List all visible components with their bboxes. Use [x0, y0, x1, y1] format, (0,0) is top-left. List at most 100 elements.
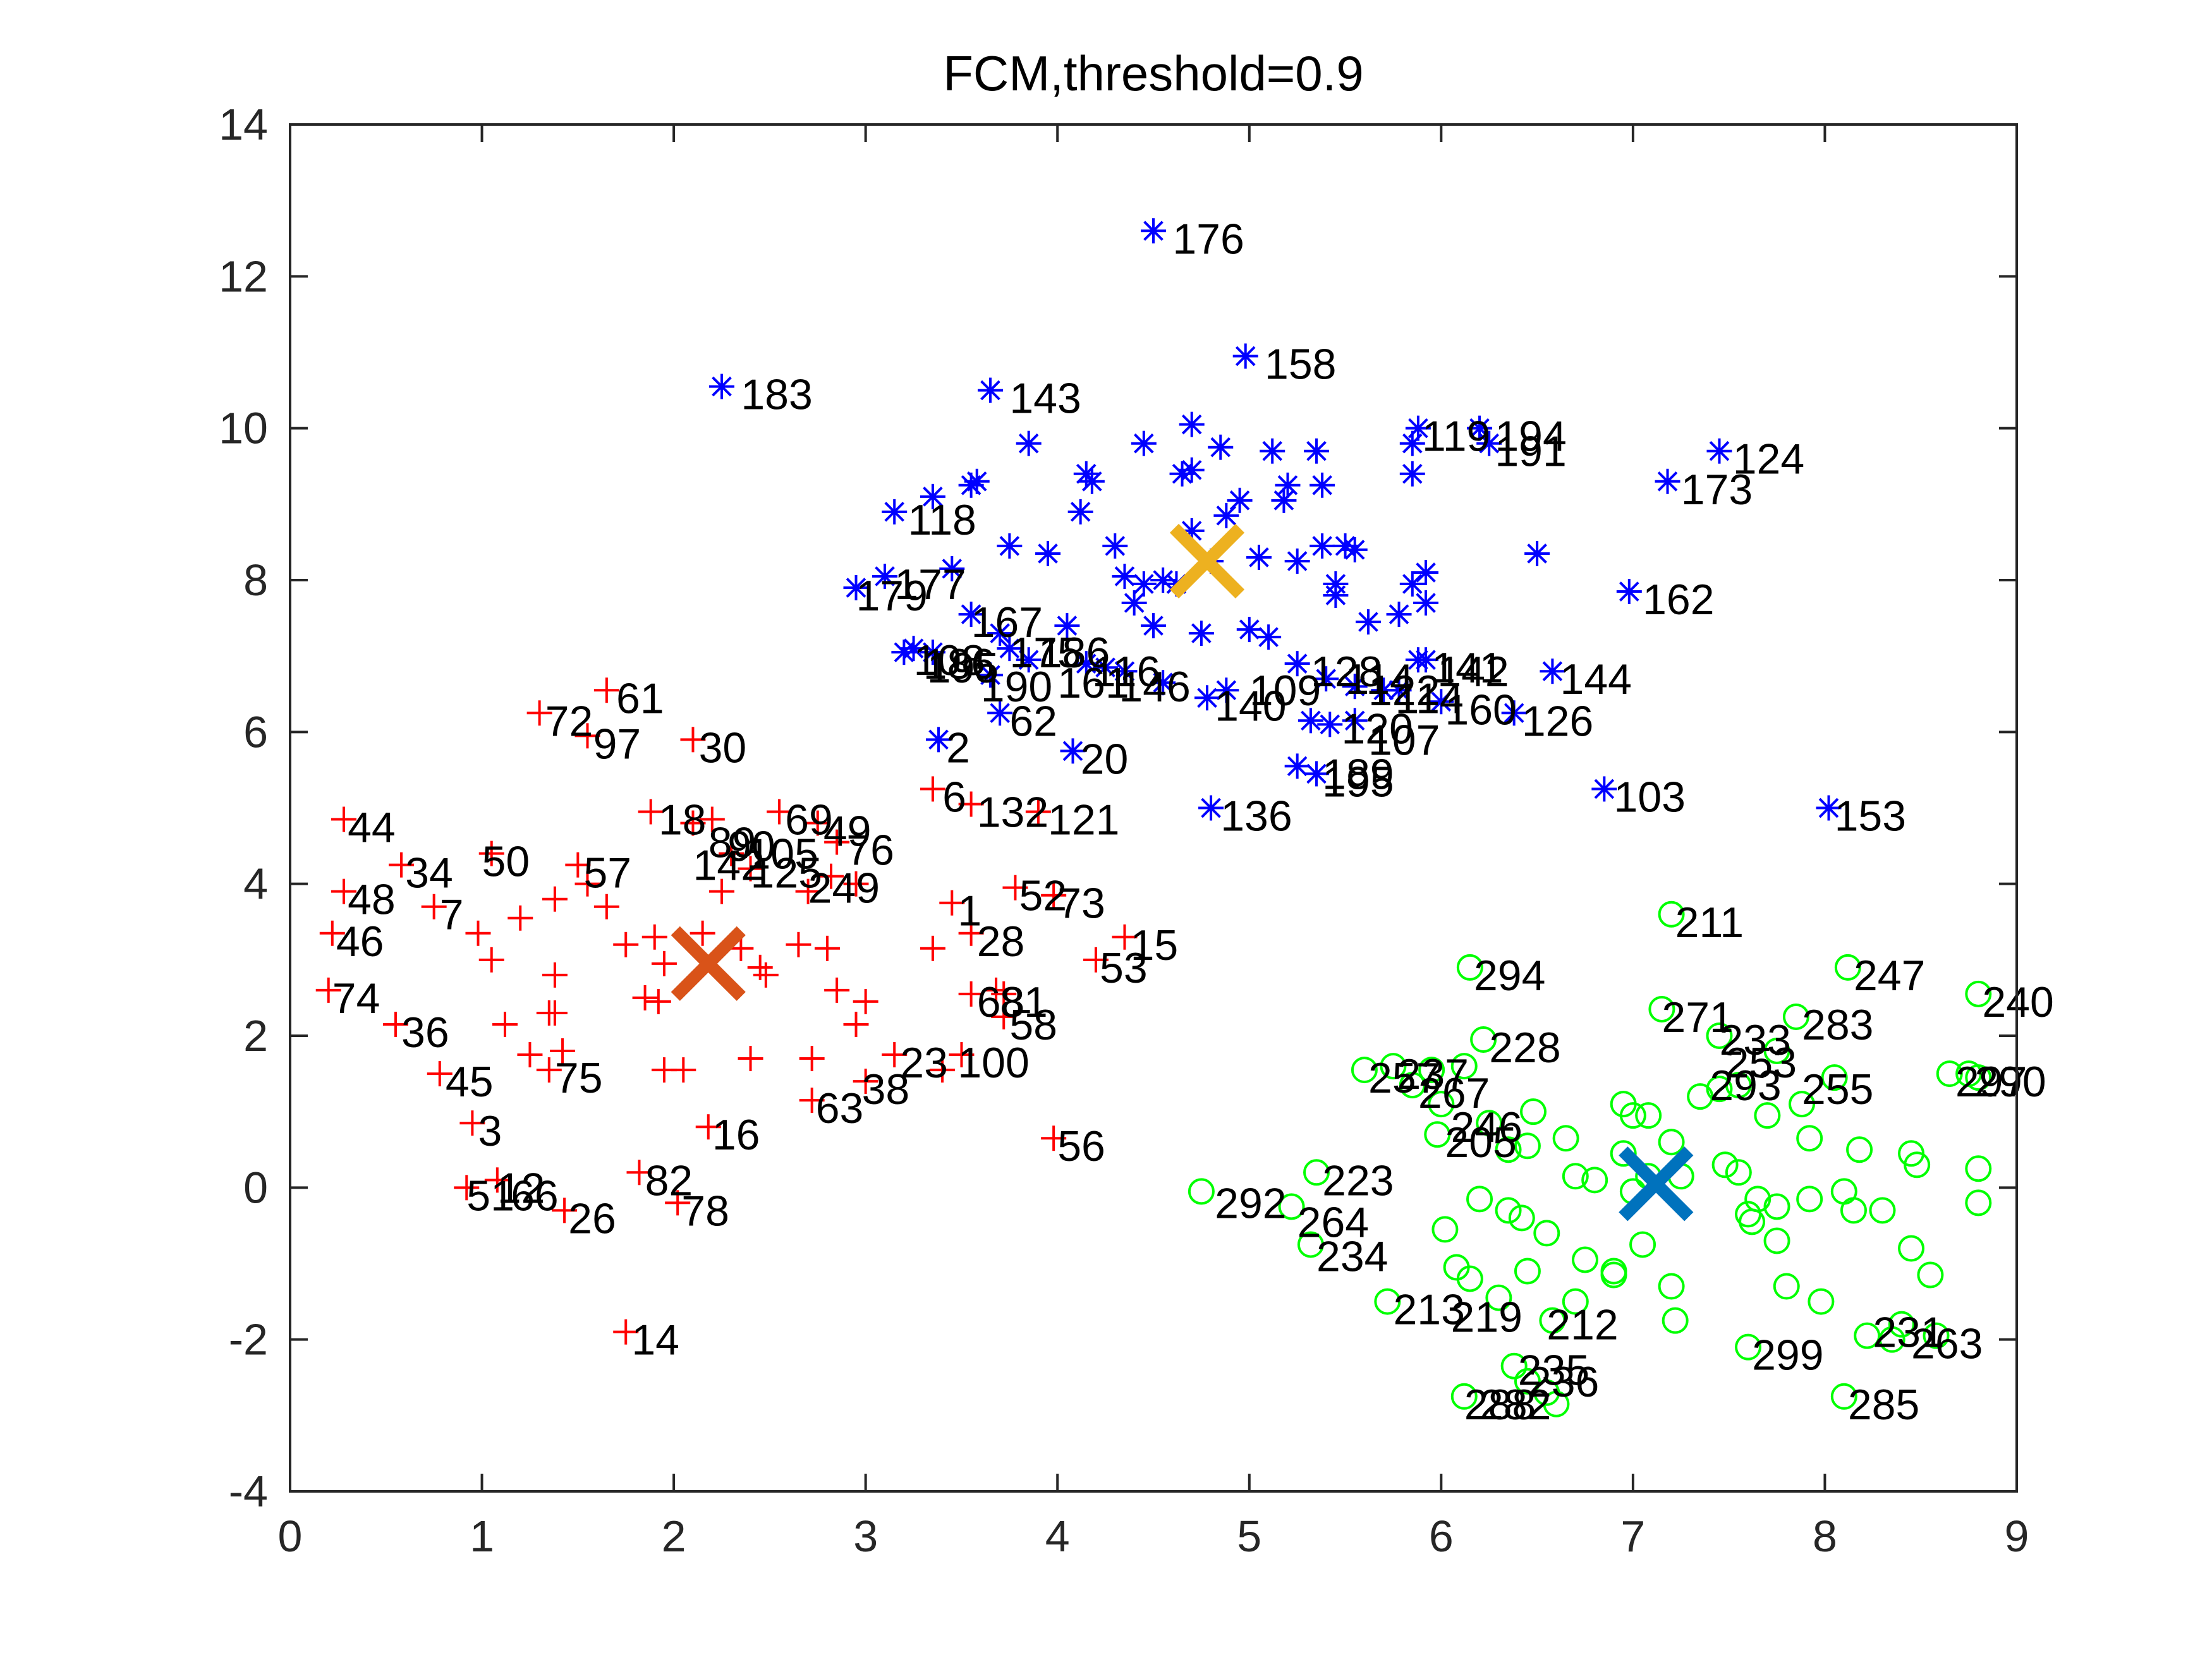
- asterisk-stroke: [961, 604, 981, 624]
- circle-marker: [1888, 1311, 1915, 1338]
- x-tick-label: 4: [1045, 1512, 1070, 1561]
- asterisk-stroke: [1210, 437, 1231, 458]
- plus-marker: [542, 962, 568, 988]
- asterisk-stroke: [999, 536, 1020, 556]
- asterisk-marker: [1188, 621, 1214, 646]
- asterisk-marker: [1284, 753, 1310, 779]
- point-label: 299: [1752, 1331, 1823, 1380]
- asterisk-marker: [709, 373, 734, 399]
- asterisk-marker: [964, 468, 990, 494]
- plus-marker: [382, 1011, 408, 1037]
- circle-marker: [1581, 1167, 1608, 1194]
- point-label: 58: [1009, 1001, 1057, 1049]
- asterisk-marker: [1399, 461, 1425, 487]
- circle-marker: [1278, 1193, 1305, 1220]
- asterisk-stroke: [1124, 593, 1145, 613]
- circle-marker: [1520, 1098, 1547, 1125]
- asterisk-stroke: [966, 471, 987, 492]
- point-label: 122: [1368, 667, 1440, 715]
- asterisk-marker: [1198, 795, 1224, 821]
- asterisk-stroke: [1344, 676, 1365, 697]
- plus-marker: [738, 1046, 763, 1072]
- circle-marker: [1539, 1307, 1566, 1334]
- circle-marker: [1923, 1322, 1950, 1349]
- asterisk-stroke: [1287, 756, 1308, 777]
- point-label: 290: [1974, 1058, 2046, 1106]
- asterisk-marker: [1169, 461, 1195, 487]
- asterisk-marker: [987, 700, 1013, 726]
- circle-marker: [1533, 1220, 1560, 1247]
- asterisk-stroke: [1416, 562, 1436, 583]
- y-tick-label: 6: [243, 707, 268, 756]
- point-label: 191: [1495, 428, 1566, 476]
- point-label: 160: [1445, 686, 1516, 734]
- circle-marker: [1965, 1189, 1992, 1216]
- circle-marker: [1869, 1197, 1896, 1224]
- circle-marker: [1744, 1186, 1771, 1213]
- plus-marker: [728, 935, 754, 961]
- asterisk-stroke: [1197, 688, 1217, 708]
- plus-marker: [958, 791, 984, 817]
- point-label: 179: [856, 572, 927, 620]
- circle-marker: [1763, 1193, 1790, 1220]
- plus-marker: [671, 1057, 696, 1083]
- asterisk-stroke: [884, 502, 905, 522]
- y-tick-label: 0: [243, 1163, 268, 1212]
- plus-marker: [427, 1061, 453, 1087]
- point-label: 66: [511, 1172, 559, 1220]
- asterisk-marker: [1310, 533, 1335, 559]
- y-tick-label: -4: [229, 1467, 268, 1516]
- plus-marker: [843, 1011, 869, 1037]
- asterisk-stroke: [1114, 661, 1135, 682]
- plus-marker: [613, 1319, 639, 1345]
- asterisk-marker: [1476, 430, 1502, 456]
- point-label: 144: [1560, 655, 1632, 703]
- plus-marker: [958, 920, 984, 946]
- plus-marker: [638, 799, 664, 825]
- circle-marker: [1508, 1204, 1535, 1232]
- plus-marker: [389, 852, 415, 878]
- circle-marker: [1303, 1159, 1330, 1186]
- point-label: 26: [568, 1194, 616, 1242]
- plus-marker: [930, 1057, 956, 1083]
- asterisk-marker: [939, 555, 965, 581]
- asterisk-marker: [1093, 655, 1119, 681]
- point-label: 186: [1038, 629, 1110, 677]
- asterisk-stroke: [1249, 547, 1269, 567]
- point-label: 1: [957, 887, 981, 935]
- point-label: 288: [1464, 1381, 1536, 1429]
- plus-marker: [799, 1046, 825, 1072]
- point-label: 212: [1547, 1301, 1618, 1349]
- asterisk-stroke: [875, 566, 895, 586]
- point-label: 173: [1681, 466, 1753, 514]
- circle-marker: [1706, 1022, 1733, 1049]
- y-tick-label: -2: [229, 1315, 268, 1364]
- plus-marker: [641, 924, 667, 950]
- plus-marker: [536, 1057, 562, 1083]
- point-label: 57: [583, 849, 631, 897]
- point-label: 186: [923, 640, 995, 688]
- x-tick-label: 6: [1429, 1512, 1454, 1561]
- point-label: 2: [946, 724, 970, 772]
- point-label: 3: [478, 1107, 502, 1155]
- plus-marker: [920, 776, 945, 802]
- point-label: 51: [466, 1172, 514, 1220]
- circle-marker: [1725, 1159, 1752, 1186]
- circle-marker: [1763, 1227, 1790, 1254]
- point-label: 247: [1854, 952, 1925, 1000]
- asterisk-marker: [1213, 677, 1239, 703]
- circle-marker: [1450, 1383, 1478, 1410]
- asterisk-stroke: [1312, 475, 1332, 495]
- asterisk-marker: [926, 727, 952, 753]
- point-label: 109: [1249, 667, 1321, 715]
- asterisk-stroke: [1076, 653, 1097, 674]
- circle-marker: [1500, 1352, 1528, 1380]
- point-label: 235: [1518, 1347, 1589, 1395]
- circle-marker: [1428, 1091, 1455, 1118]
- asterisk-marker: [1304, 438, 1330, 464]
- y-tick-label: 14: [219, 100, 268, 149]
- point-label: 267: [1418, 1069, 1490, 1117]
- circle-marker: [1514, 1132, 1541, 1160]
- point-label: 195: [927, 644, 999, 692]
- circle-marker: [1789, 1091, 1816, 1118]
